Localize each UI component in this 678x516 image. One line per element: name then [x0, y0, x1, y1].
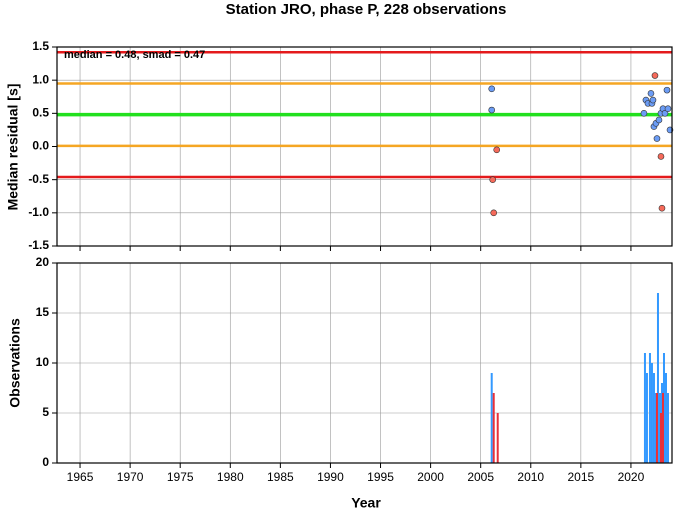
bar — [490, 373, 493, 463]
bar — [659, 413, 662, 463]
y-axis-label: Observations — [7, 318, 23, 408]
bar — [658, 393, 661, 463]
bar — [652, 373, 655, 463]
point — [653, 135, 661, 142]
x-tick-label: 1975 — [167, 470, 194, 484]
bar — [645, 373, 648, 463]
y-tick-label: 1.5 — [32, 39, 49, 53]
y-tick-label: 15 — [36, 305, 50, 319]
point — [488, 85, 496, 93]
chart-title: Station JRO, phase P, 228 observations — [226, 1, 507, 18]
plot-frame — [56, 262, 673, 464]
y-tick-label: 0.5 — [32, 106, 49, 120]
x-tick-label: 1970 — [117, 470, 144, 484]
point — [661, 110, 669, 117]
y-tick-label: 10 — [36, 355, 50, 369]
y-tick-label: -1.0 — [28, 205, 49, 219]
x-tick-label: 2015 — [568, 470, 595, 484]
point — [640, 110, 648, 117]
y-tick-label: -1.5 — [28, 238, 49, 252]
bar — [655, 393, 658, 463]
x-tick-label: 1980 — [217, 470, 244, 484]
x-tick-label: 2005 — [467, 470, 494, 484]
point — [664, 105, 672, 112]
bar — [496, 413, 499, 463]
bar — [661, 393, 664, 463]
point — [655, 116, 663, 124]
point — [493, 146, 501, 154]
bar — [648, 353, 651, 463]
y-tick-label: -0.5 — [28, 172, 49, 186]
point — [488, 106, 496, 114]
y-axis-label: Median residual [s] — [5, 84, 21, 211]
bar — [660, 383, 663, 463]
point — [647, 90, 655, 97]
bar — [664, 373, 667, 463]
point — [663, 86, 671, 94]
y-tick-label: 20 — [36, 255, 50, 269]
plot-frame — [56, 46, 673, 247]
y-tick-label: 5 — [42, 405, 49, 419]
bar — [662, 353, 665, 463]
y-tick-label: 0.0 — [32, 139, 49, 153]
x-tick-label: 1995 — [367, 470, 394, 484]
bar — [666, 393, 669, 463]
bar — [643, 353, 646, 463]
point — [657, 153, 665, 160]
x-tick-label: 1990 — [317, 470, 344, 484]
x-tick-label: 1985 — [267, 470, 294, 484]
bar — [650, 363, 653, 463]
y-tick-label: 0 — [42, 455, 49, 469]
x-tick-label: 2000 — [417, 470, 444, 484]
x-tick-label: 1965 — [67, 470, 94, 484]
x-tick-label: 2010 — [517, 470, 544, 484]
point — [651, 72, 659, 79]
bar — [654, 393, 657, 463]
y-tick-label: 1.0 — [32, 72, 49, 86]
x-axis-label: Year — [351, 495, 381, 511]
bar — [656, 293, 659, 463]
x-tick-label: 2020 — [618, 470, 645, 484]
point — [658, 204, 666, 212]
bar — [492, 393, 495, 463]
point — [649, 96, 657, 104]
point — [490, 209, 498, 217]
point — [489, 176, 497, 183]
annotation: median = 0.48, smad = 0.47 — [64, 49, 205, 61]
